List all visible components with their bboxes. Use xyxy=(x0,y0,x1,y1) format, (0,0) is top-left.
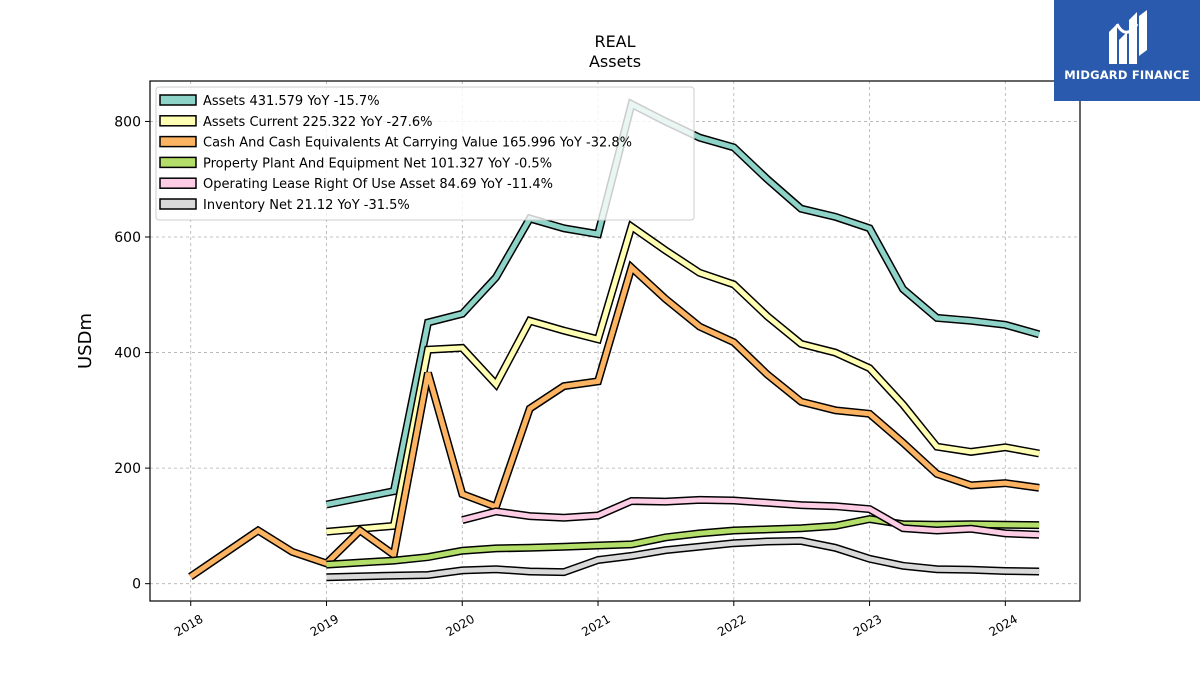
series-lines xyxy=(188,98,1041,582)
legend-swatch xyxy=(159,177,197,189)
legend-swatch xyxy=(159,156,197,169)
series-line xyxy=(326,222,1040,535)
series-line xyxy=(326,100,1040,507)
brand-badge: MIDGARD FINANCE xyxy=(1054,0,1200,101)
chart-title: REAL xyxy=(594,32,635,51)
legend-swatch xyxy=(159,94,197,106)
series-5 xyxy=(461,495,1040,539)
legend-swatch xyxy=(159,135,197,148)
legend-swatch xyxy=(159,115,197,127)
legend-label: Operating Lease Right Of Use Asset 84.69… xyxy=(203,177,553,192)
series-line xyxy=(461,497,1040,538)
brand-name: MIDGARD FINANCE xyxy=(1064,68,1190,82)
x-tick-label: 2021 xyxy=(579,612,612,639)
series-1 xyxy=(325,98,1041,509)
x-tick-label: 2024 xyxy=(987,612,1020,639)
midgard-logo-icon xyxy=(1109,10,1147,64)
plot-frame xyxy=(149,80,1081,602)
y-tick-label: 400 xyxy=(114,346,141,362)
y-axis-label: USDm xyxy=(75,313,96,369)
legend: Assets 431.579 YoY -15.7% Assets Current … xyxy=(155,86,695,221)
legend-item: Property Plant And Equipment Net 101.327… xyxy=(159,156,552,171)
x-tick-label: 2023 xyxy=(851,612,884,639)
legend-box xyxy=(155,86,695,221)
x-tick-label: 2018 xyxy=(172,612,205,639)
series-2 xyxy=(326,220,1040,536)
chart-subtitle: Assets xyxy=(589,52,641,71)
legend-item: Operating Lease Right Of Use Asset 84.69… xyxy=(159,177,553,192)
series-line xyxy=(188,263,1040,579)
legend-item: Assets 431.579 YoY -15.7% xyxy=(159,94,380,109)
legend-item: Inventory Net 21.12 YoY -31.5% xyxy=(159,198,410,213)
legend-item: Assets Current 225.322 YoY -27.6% xyxy=(159,115,433,130)
y-tick-label: 600 xyxy=(114,230,141,246)
x-tick-label: 2020 xyxy=(444,612,477,639)
legend-item: Cash And Cash Equivalents At Carrying Va… xyxy=(159,135,632,151)
legend-label: Inventory Net 21.12 YoY -31.5% xyxy=(203,198,410,213)
y-tick-label: 200 xyxy=(114,461,141,477)
legend-label: Assets 431.579 YoY -15.7% xyxy=(203,94,380,109)
y-tick-label: 0 xyxy=(132,577,141,593)
y-tick-label: 800 xyxy=(114,114,141,130)
legend-swatch xyxy=(159,198,197,210)
legend-label: Property Plant And Equipment Net 101.327… xyxy=(203,156,552,171)
series-4 xyxy=(326,514,1040,569)
series-line xyxy=(326,516,1040,568)
legend-label: Assets Current 225.322 YoY -27.6% xyxy=(203,115,433,130)
legend-label: Cash And Cash Equivalents At Carrying Va… xyxy=(203,136,632,151)
series-6 xyxy=(326,536,1040,582)
series-3 xyxy=(188,260,1040,581)
series-line xyxy=(326,538,1040,580)
x-tick-label: 2022 xyxy=(715,612,748,639)
x-tick-label: 2019 xyxy=(308,612,341,639)
